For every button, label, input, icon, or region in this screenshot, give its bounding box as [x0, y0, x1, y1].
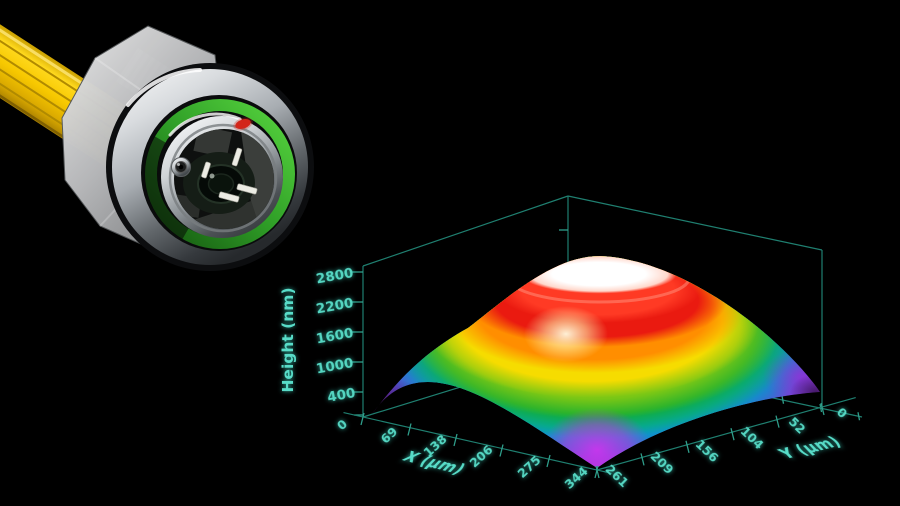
- y-axis-title: Y (µm): [773, 433, 845, 463]
- specular-arc: [126, 68, 202, 107]
- x-tick-label: 69: [378, 424, 401, 447]
- z-tick-label: 1600: [315, 325, 355, 347]
- connector-pin: [231, 147, 243, 167]
- y-tick-label: 0: [834, 404, 851, 421]
- z-tick-label: 2200: [315, 295, 355, 317]
- bayonet-housing: [174, 129, 274, 229]
- indicator-red-dot: [233, 117, 253, 131]
- z-tick-label: 1000: [315, 355, 355, 377]
- z-axis-title: Height (nm): [279, 287, 297, 392]
- dome-white-peak: [521, 256, 677, 294]
- collar-eyelet: [171, 157, 191, 177]
- connector-pin: [236, 183, 258, 195]
- x-axis: 0 69 138 206 275 344 X (µm): [334, 412, 612, 492]
- connector-pin: [201, 161, 211, 179]
- y-tick-label: 261: [603, 461, 632, 490]
- connector-body: [106, 63, 314, 271]
- specular-highlight: [524, 306, 608, 362]
- dome-surface: [370, 256, 820, 468]
- collar-highlight-arc: [168, 112, 242, 137]
- surface-plot: 0 69 138 206 275 344 X (µm) 0 52 104 156…: [279, 195, 863, 492]
- x-axis-title: X (µm): [398, 448, 470, 478]
- y-tick-label: 104: [738, 423, 767, 452]
- y-tick-label: 209: [648, 448, 677, 477]
- z-axis: 400 1000 1600 2200 2800 Height (nm): [279, 265, 357, 406]
- y-tick-label: 156: [693, 436, 722, 465]
- connector-pin: [218, 191, 240, 203]
- y-tick-label: 52: [786, 414, 809, 437]
- z-tick-label: 2800: [315, 265, 355, 287]
- connector-photo: [0, 10, 314, 271]
- gasket-shadow-arc: [144, 136, 189, 240]
- collar-bevel: [168, 123, 278, 233]
- x-tick-label: 0: [334, 416, 351, 433]
- z-tick-label: 400: [326, 385, 357, 406]
- z-axis-ticks: [352, 271, 363, 416]
